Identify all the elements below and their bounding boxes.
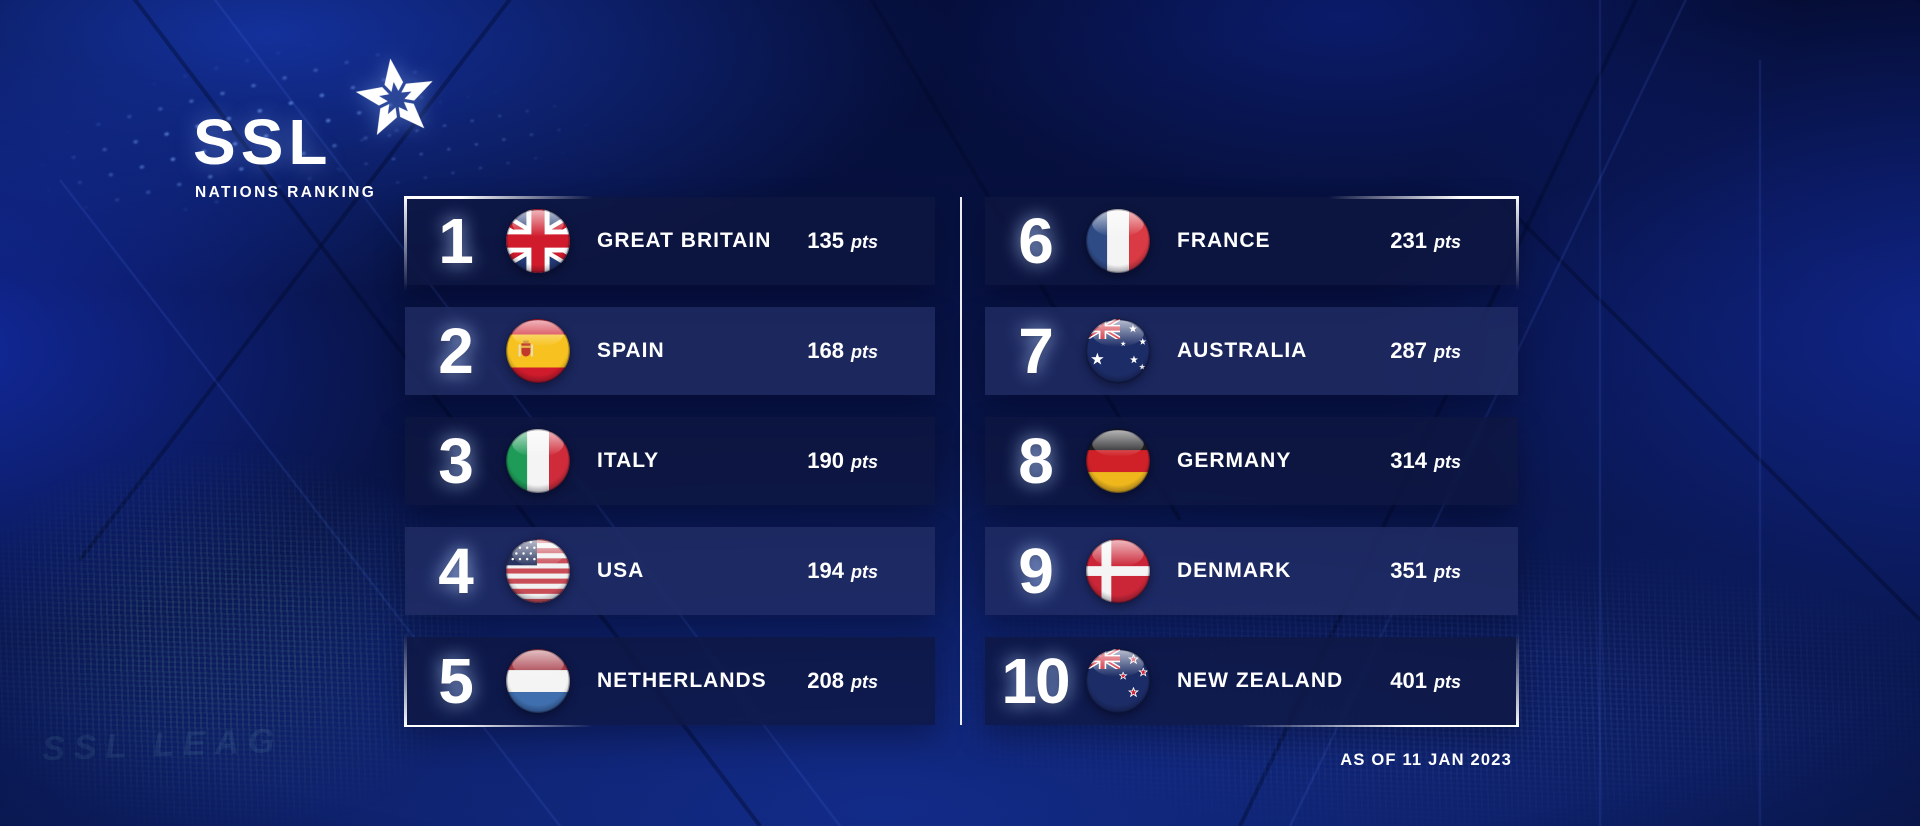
points-unit: pts [1434, 452, 1461, 472]
points-value: 208 [807, 668, 844, 693]
points-value: 194 [807, 558, 844, 583]
table-row: 4 [405, 527, 935, 615]
country-label: DENMARK [1177, 559, 1292, 582]
rank-label: 6 [1018, 205, 1054, 277]
flag-italy-icon [505, 428, 571, 494]
flag-australia-icon [1085, 318, 1151, 384]
points-value: 401 [1390, 668, 1427, 693]
points: 190 pts [807, 448, 878, 474]
flag-france-icon [1085, 208, 1151, 274]
flag-netherlands-icon [505, 648, 571, 714]
table-row: 10 NEW ZEALAND 401 pts [985, 637, 1518, 725]
points-unit: pts [851, 562, 878, 582]
brand-title: SSL [193, 106, 333, 178]
points: 401 pts [1390, 668, 1461, 694]
table-row: 3 ITALY 190 pts [405, 417, 935, 505]
rank-label: 2 [438, 315, 474, 387]
table-row: 7 AUSTRALIA 287 pts [985, 307, 1518, 395]
rank-label: 10 [1001, 645, 1070, 717]
points-unit: pts [851, 232, 878, 252]
points: 351 pts [1390, 558, 1461, 584]
points-value: 287 [1390, 338, 1427, 363]
points-unit: pts [1434, 342, 1461, 362]
points: 135 pts [807, 228, 878, 254]
points-unit: pts [851, 672, 878, 692]
table-row: 8 GERMANY 314 pts [985, 417, 1518, 505]
table-row: 6 FRANCE 231 pts [985, 197, 1518, 285]
points-unit: pts [851, 452, 878, 472]
points-unit: pts [1434, 562, 1461, 582]
points-unit: pts [851, 342, 878, 362]
table-row: 1 GREAT BRITAIN 135 pts [405, 197, 935, 285]
points-unit: pts [1434, 672, 1461, 692]
points: 231 pts [1390, 228, 1461, 254]
flag-denmark-icon [1085, 538, 1151, 604]
points-value: 314 [1390, 448, 1427, 473]
ranking-column-left: 1 GREAT BRITAIN 135 pts 2 [405, 197, 935, 747]
page-title: NATIONS RANKING [195, 184, 377, 201]
rank-label: 7 [1018, 315, 1054, 387]
table-row: 5 NETHERLANDS 208 pts [405, 637, 935, 725]
rank-label: 1 [438, 205, 474, 277]
country-label: USA [597, 559, 645, 582]
points: 287 pts [1390, 338, 1461, 364]
flag-germany-icon [1085, 428, 1151, 494]
country-label: SPAIN [597, 339, 665, 362]
flag-new-zealand-icon [1085, 648, 1151, 714]
flag-usa-icon [505, 538, 571, 604]
table-row: 2 SPAIN [405, 307, 935, 395]
rank-label: 8 [1018, 425, 1054, 497]
table-row: 9 DENMARK 351 pts [985, 527, 1518, 615]
rank-label: 3 [438, 425, 474, 497]
country-label: NETHERLANDS [597, 669, 767, 692]
points: 208 pts [807, 668, 878, 694]
points-value: 351 [1390, 558, 1427, 583]
ranking-column-right: 6 FRANCE 231 pts 7 [985, 197, 1518, 747]
country-label: ITALY [597, 449, 660, 472]
column-divider [960, 197, 962, 725]
points-unit: pts [1434, 232, 1461, 252]
rank-label: 9 [1018, 535, 1054, 607]
points-value: 168 [807, 338, 844, 363]
points: 194 pts [807, 558, 878, 584]
country-label: NEW ZEALAND [1177, 669, 1344, 692]
points: 168 pts [807, 338, 878, 364]
flag-great-britain-icon [505, 208, 571, 274]
points-value: 231 [1390, 228, 1427, 253]
as-of-label: AS OF 11 JAN 2023 [1340, 751, 1512, 769]
rank-label: 5 [438, 645, 474, 717]
ssl-star-icon [355, 58, 433, 136]
country-label: AUSTRALIA [1177, 339, 1308, 362]
points-value: 135 [807, 228, 844, 253]
country-label: GREAT BRITAIN [597, 229, 772, 252]
country-label: GERMANY [1177, 449, 1292, 472]
country-label: FRANCE [1177, 229, 1271, 252]
points-value: 190 [807, 448, 844, 473]
rank-label: 4 [438, 535, 474, 607]
points: 314 pts [1390, 448, 1461, 474]
flag-spain-icon [505, 318, 571, 384]
